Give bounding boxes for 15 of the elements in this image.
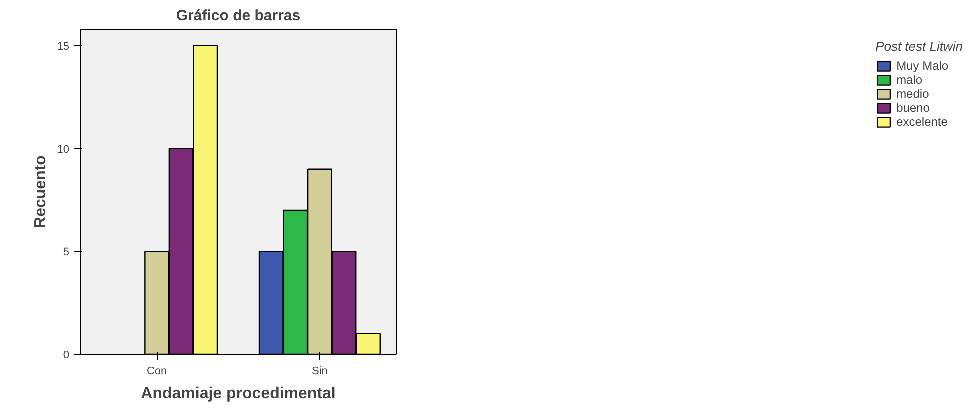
y-tick-label: 5 (63, 246, 70, 259)
legend-label: medio (896, 87, 930, 101)
legend-title: Post test Litwin (876, 39, 963, 54)
legend-label: excelente (896, 115, 948, 129)
legend-label: bueno (896, 101, 930, 115)
x-tick-label: Con (146, 366, 168, 378)
x-axis-title: Andamiaje procedimental (141, 386, 336, 402)
x-tick-label: Sin (312, 366, 328, 378)
y-axis-title: Recuento (32, 155, 50, 228)
y-tick-label: 10 (57, 144, 70, 156)
chart-title: Gráfico de barras (176, 8, 301, 24)
y-tick-label: 15 (57, 40, 70, 53)
legend-label: Muy Malo (896, 59, 949, 73)
legend-label: malo (896, 73, 923, 87)
y-tick-label: 0 (63, 350, 70, 362)
